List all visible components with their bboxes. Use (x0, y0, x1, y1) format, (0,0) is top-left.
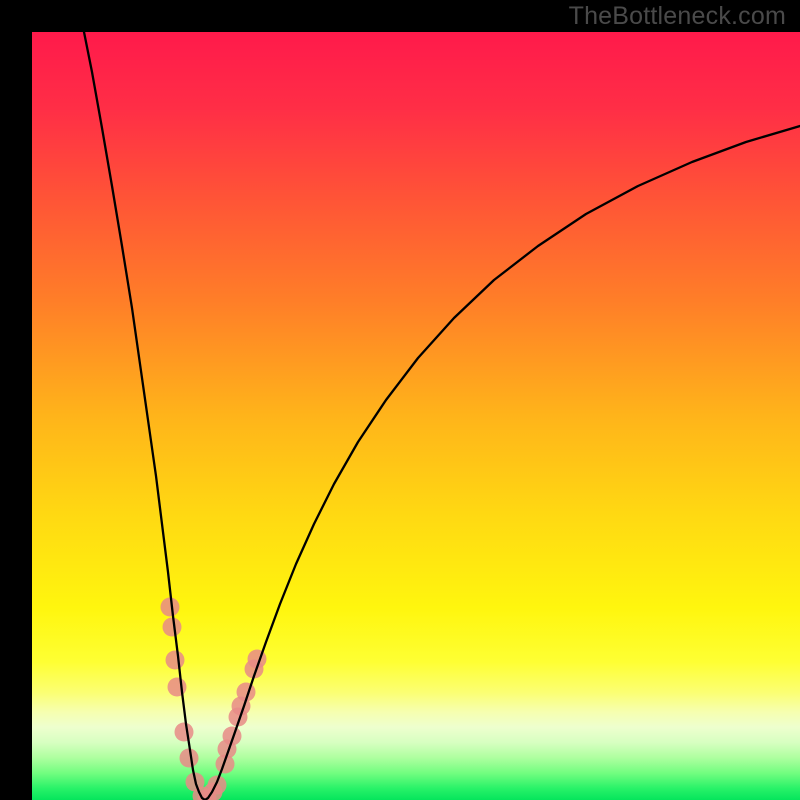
marker-group (161, 598, 267, 800)
marker-dot (166, 651, 185, 670)
curve-left-branch (84, 32, 205, 800)
watermark-text: TheBottleneck.com (569, 2, 786, 31)
marker-dot (161, 598, 180, 617)
chart-container: TheBottleneck.com (0, 0, 800, 800)
marker-dot (175, 723, 194, 742)
marker-dot (208, 776, 227, 795)
curve-right-branch (205, 126, 800, 800)
marker-dot (180, 749, 199, 768)
curve-layer (32, 32, 800, 800)
marker-dot (163, 618, 182, 637)
plot-area (32, 32, 800, 800)
marker-dot (168, 678, 187, 697)
